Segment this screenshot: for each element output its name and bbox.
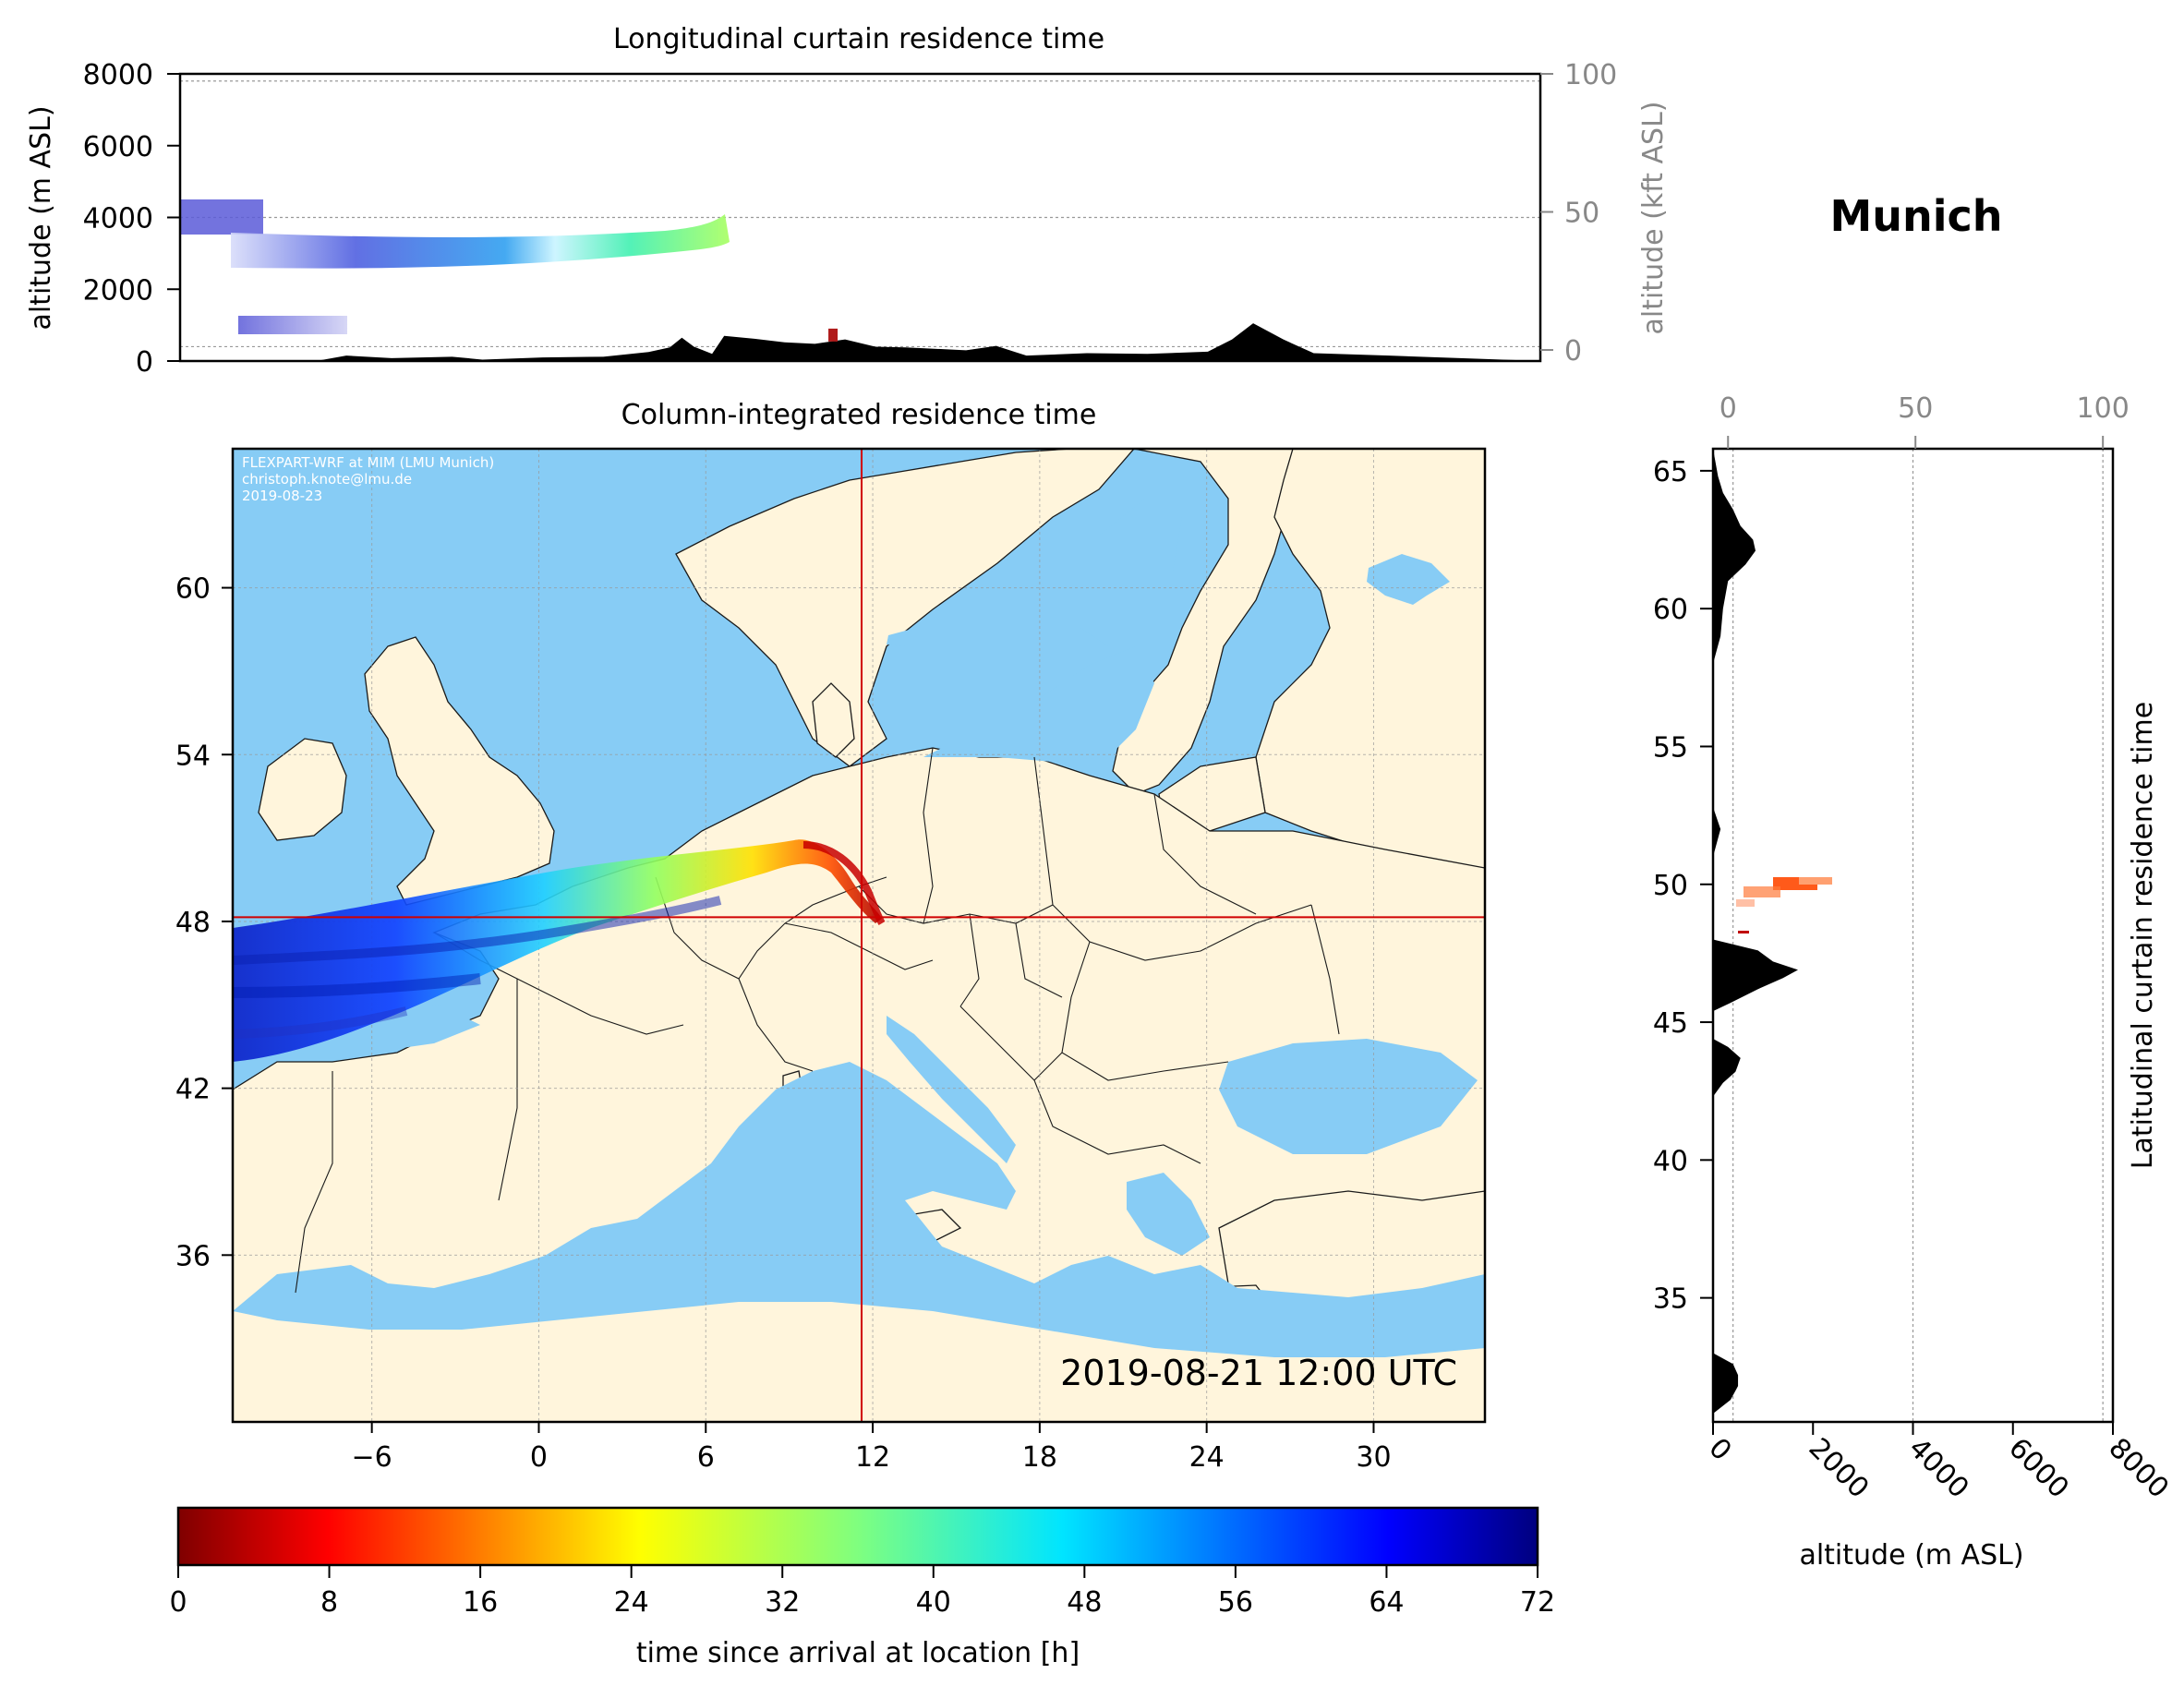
map-x-tick-label: 30 xyxy=(1356,1441,1391,1474)
right-y-axis: 35 40 45 50 55 60 65 xyxy=(1653,456,1713,1316)
right-grid xyxy=(1732,449,2104,1422)
right-x2-axis: 0 50 100 xyxy=(1719,392,2130,449)
land-denmark xyxy=(812,682,855,758)
colorbar-tick-label: 56 xyxy=(1218,1586,1253,1619)
colorbar-tick-label: 24 xyxy=(614,1586,649,1619)
map-y-tick-label: 42 xyxy=(175,1074,211,1106)
top-y2-tick-label: 100 xyxy=(1564,59,1617,91)
map-x-axis: −6 0 6 12 18 24 30 xyxy=(352,1422,1392,1474)
colorbar-label: time since arrival at location [h] xyxy=(636,1637,1080,1669)
lake-ladoga xyxy=(1367,554,1450,605)
colorbar-tick-label: 40 xyxy=(916,1586,951,1619)
colorbar-tick-label: 32 xyxy=(765,1586,800,1619)
colorbar-tick-label: 64 xyxy=(1369,1586,1404,1619)
top-y2-label: altitude (kft ASL) xyxy=(1637,101,1670,334)
colorbar-tick-label: 72 xyxy=(1520,1586,1555,1619)
map-y-tick-label: 48 xyxy=(175,907,211,939)
lat-curtain-mark-2 xyxy=(1799,877,1832,885)
baltic-sea xyxy=(923,646,1154,762)
right-x-tick-label: 0 xyxy=(1702,1432,1737,1467)
map-x-tick-label: 18 xyxy=(1022,1441,1057,1474)
top-y-tick-label: 2000 xyxy=(83,274,153,307)
map-x-tick-label: −6 xyxy=(352,1441,392,1474)
map-y-tick-label: 54 xyxy=(175,740,211,772)
right-y-tick-label: 55 xyxy=(1653,731,1688,764)
map-y-tick-label: 60 xyxy=(175,573,211,606)
right-y-tick-label: 45 xyxy=(1653,1007,1688,1040)
lat-curtain-mark-5 xyxy=(1738,931,1749,933)
top-y2-tick-label: 0 xyxy=(1564,335,1582,367)
map-y-tick-label: 36 xyxy=(175,1240,211,1272)
top-y-axis: 0 2000 4000 6000 8000 xyxy=(83,59,180,379)
right-x-tick-label: 2000 xyxy=(1803,1432,1876,1505)
credit-line-2: christoph.knote@lmu.de xyxy=(242,471,412,488)
aegean-sea xyxy=(1127,1173,1210,1256)
credit-line-1: FLEXPART-WRF at MIM (LMU Munich) xyxy=(242,454,494,471)
lake-vanern xyxy=(887,628,923,646)
map-gridlines xyxy=(233,449,1485,1422)
right-x2-tick-label: 0 xyxy=(1719,392,1737,425)
adriatic-sea xyxy=(887,1016,1016,1163)
timestamp-label: 2019-08-21 12:00 UTC xyxy=(1060,1353,1457,1393)
right-panel-title: Latitudinal curtain residence time xyxy=(2127,702,2159,1169)
top-y-tick-label: 6000 xyxy=(83,131,153,163)
top-y-tick-label: 8000 xyxy=(83,59,153,91)
right-x2-tick-label: 100 xyxy=(2077,392,2130,425)
right-y-tick-label: 35 xyxy=(1653,1283,1688,1316)
colorbar: 0 8 16 24 32 40 48 56 64 72 time since arrival at… xyxy=(169,1506,1555,1669)
terrain-profile-lat xyxy=(1713,449,1799,1415)
top-y-label: altitude (m ASL) xyxy=(25,105,57,330)
right-y-tick-label: 40 xyxy=(1653,1145,1688,1177)
colorbar-tick-label: 8 xyxy=(320,1586,338,1619)
right-y-tick-label: 65 xyxy=(1653,456,1688,488)
longitudinal-curtain-panel: Longitudinal curtain residence time 0 200… xyxy=(25,23,1670,379)
lat-curtain-mark-3 xyxy=(1744,886,1780,897)
black-sea xyxy=(1219,1039,1478,1154)
right-x2-tick-label: 50 xyxy=(1898,392,1933,425)
top-axes-frame xyxy=(178,72,1542,363)
colorbar-gradient xyxy=(176,1506,1539,1567)
right-y-tick-label: 50 xyxy=(1653,870,1688,902)
right-x-tick-label: 6000 xyxy=(2002,1432,2075,1505)
right-x-axis: 0 2000 4000 6000 8000 xyxy=(1702,1422,2175,1505)
curtain-plume-main xyxy=(231,214,730,269)
column-integrated-map-panel: Column-integrated residence time xyxy=(175,399,1487,1474)
top-y-tick-label: 4000 xyxy=(83,203,153,235)
credit-line-3: 2019-08-23 xyxy=(242,488,322,504)
map-y-axis: 36 42 48 54 60 xyxy=(175,573,233,1272)
map-x-tick-label: 6 xyxy=(697,1441,715,1474)
top-y2-axis: 0 50 100 xyxy=(1540,59,1617,367)
country-borders xyxy=(295,747,1340,1294)
right-x-tick-label: 4000 xyxy=(1902,1432,1975,1505)
receptor-marker-top xyxy=(828,328,839,342)
lat-curtain-mark-4 xyxy=(1736,899,1755,907)
top-panel-title: Longitudinal curtain residence time xyxy=(613,23,1104,55)
map-axes-frame xyxy=(231,447,1487,1424)
map-x-tick-label: 24 xyxy=(1189,1441,1225,1474)
mediterranean-sea xyxy=(233,1062,1485,1357)
residence-plume xyxy=(233,839,886,1062)
colorbar-tick-label: 0 xyxy=(169,1586,187,1619)
gulf-of-bothnia xyxy=(1062,499,1182,646)
curtain-plume-low xyxy=(238,316,347,334)
location-label: Munich xyxy=(1829,191,2002,241)
top-y2-tick-label: 50 xyxy=(1564,198,1599,230)
top-grid xyxy=(180,80,1540,348)
right-y-tick-label: 60 xyxy=(1653,594,1688,626)
top-y-tick-label: 0 xyxy=(136,346,153,379)
water-bodies xyxy=(233,499,1485,1357)
colorbar-tick-label: 16 xyxy=(463,1586,498,1619)
map-x-tick-label: 12 xyxy=(855,1441,890,1474)
map-x-tick-label: 0 xyxy=(530,1441,548,1474)
map-title: Column-integrated residence time xyxy=(621,399,1097,431)
terrain-profile-lon xyxy=(180,323,1540,361)
colorbar-ticks: 0 8 16 24 32 40 48 56 64 72 xyxy=(169,1565,1555,1619)
right-x-label: altitude (m ASL) xyxy=(1799,1539,2023,1572)
right-x-tick-label: 8000 xyxy=(2102,1432,2175,1505)
land-ireland xyxy=(258,738,347,841)
curtain-plume-west xyxy=(180,199,263,235)
colorbar-tick-label: 48 xyxy=(1067,1586,1102,1619)
